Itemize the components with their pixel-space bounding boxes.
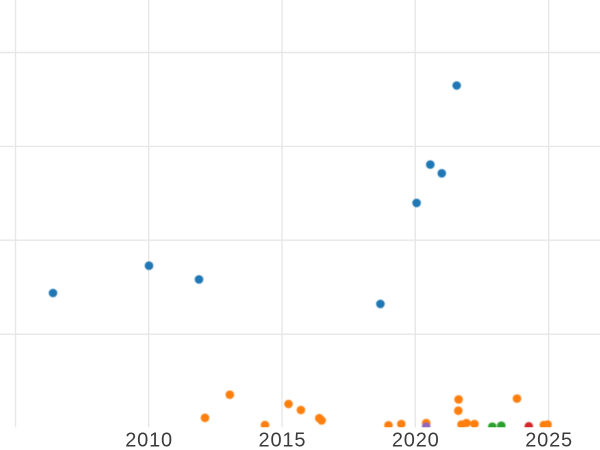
svg-text:2025: 2025	[525, 430, 573, 450]
svg-text:2020: 2020	[392, 430, 440, 450]
svg-text:2015: 2015	[259, 430, 307, 450]
svg-text:2010: 2010	[125, 430, 173, 450]
